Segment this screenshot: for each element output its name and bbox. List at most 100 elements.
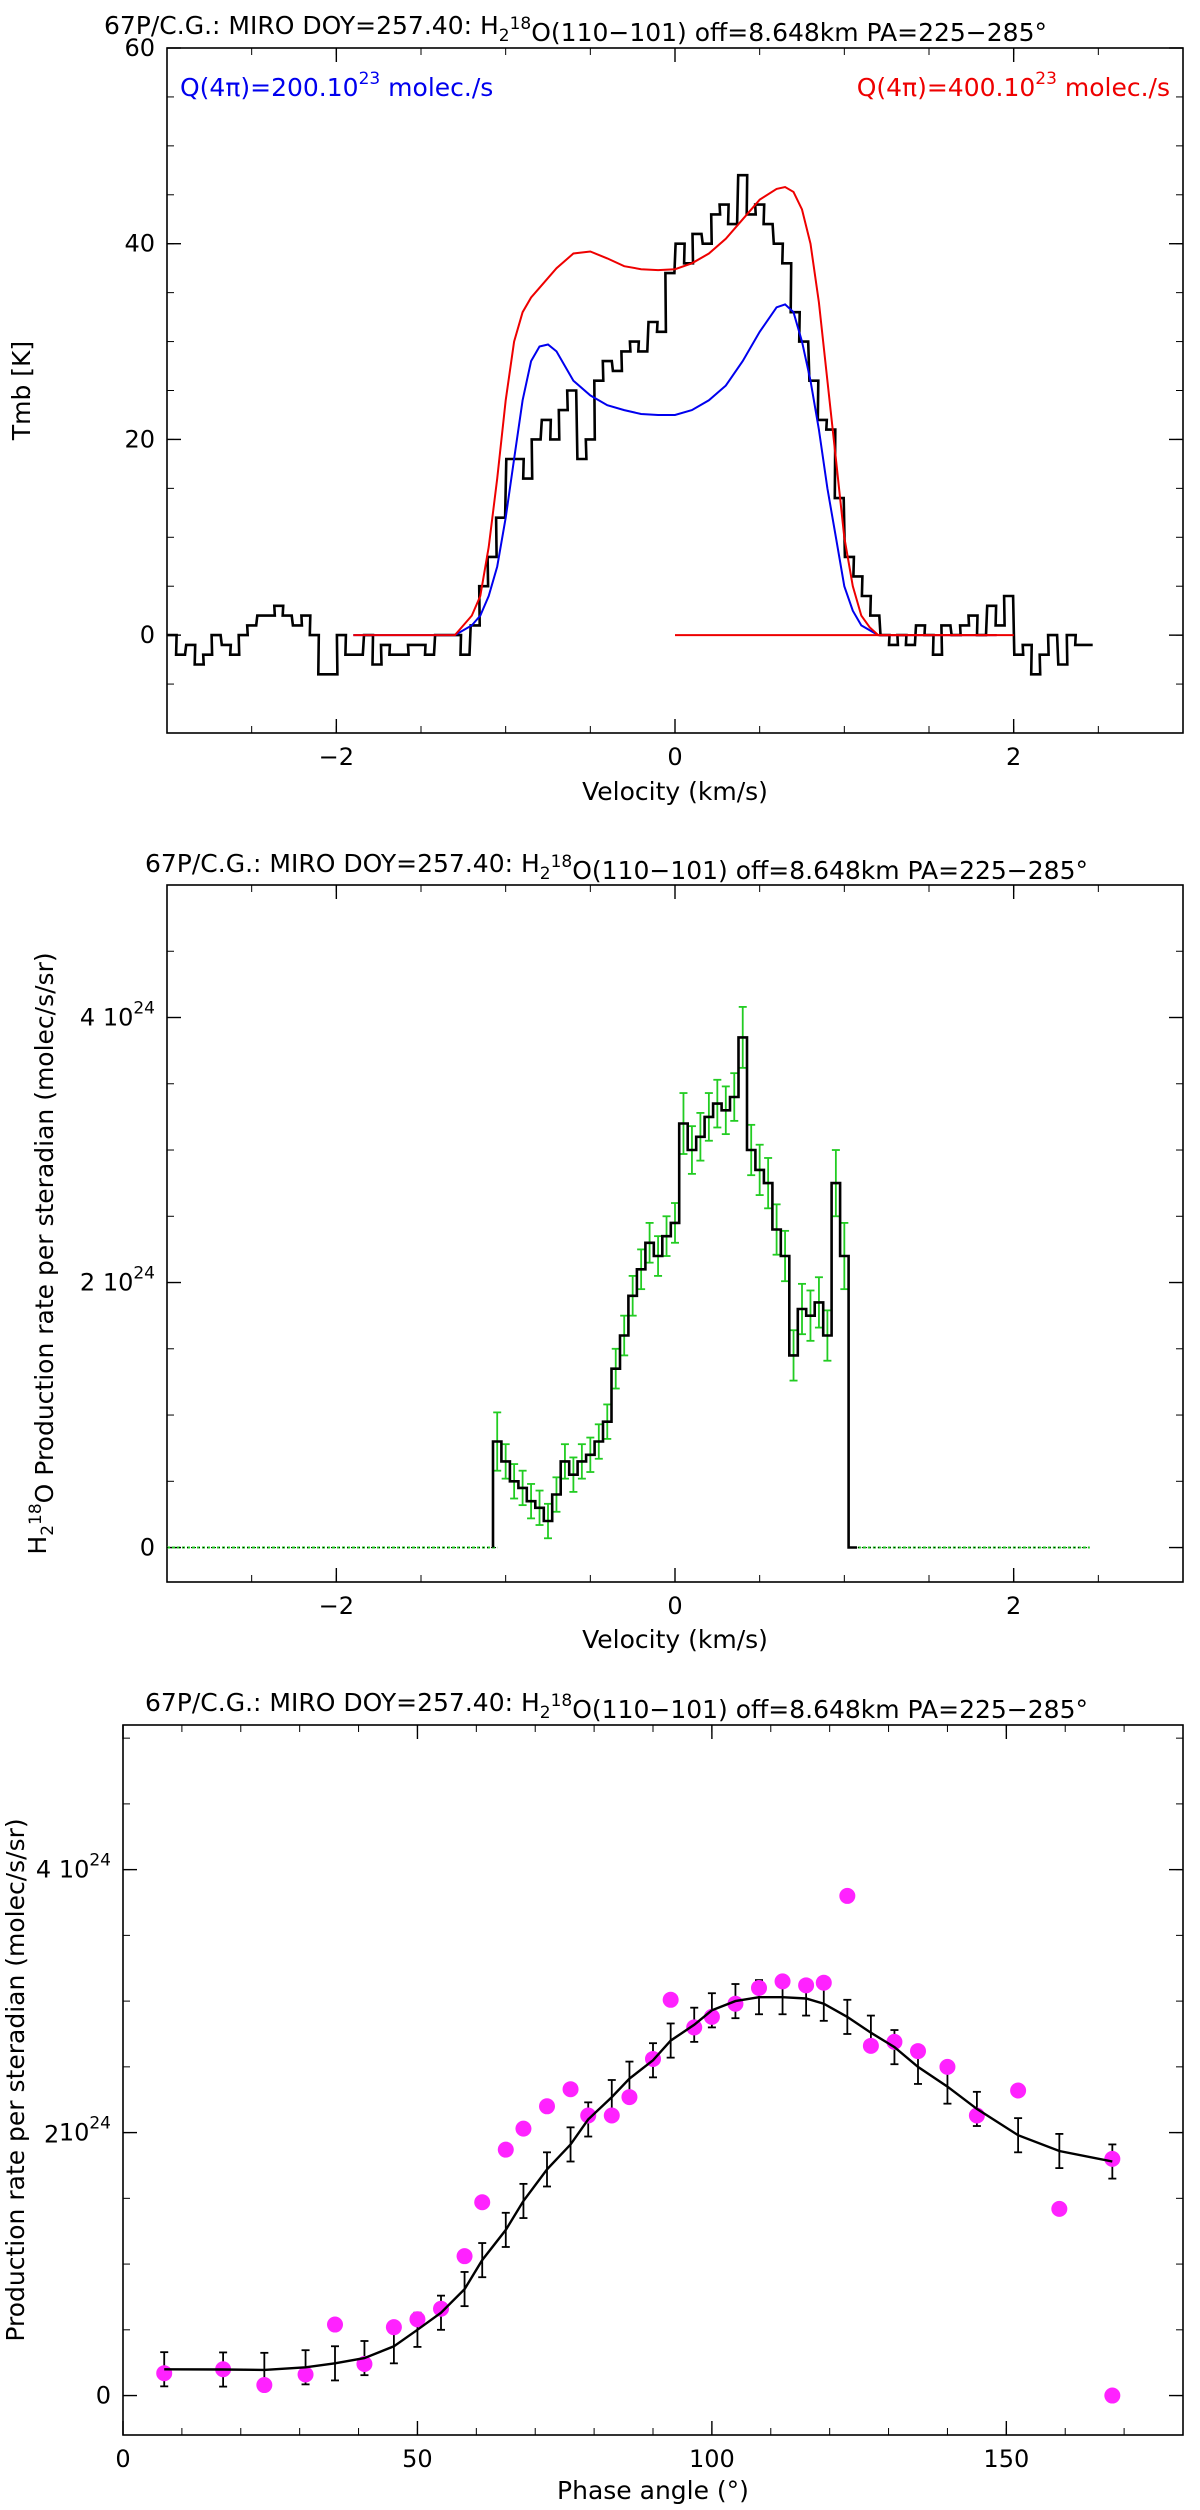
- data-point: [939, 2058, 956, 2075]
- chart-title-part: 2: [499, 26, 510, 46]
- chart3-x-tick-label: 150: [983, 2445, 1029, 2473]
- data-point: [1104, 2150, 1121, 2167]
- chart-title-part: 18: [551, 852, 573, 872]
- series-observed-spectrum: [167, 173, 1093, 676]
- chart2-x-tick-label: 2: [1006, 1592, 1021, 1620]
- y-tick-label: 60: [124, 34, 155, 62]
- x-axis-label: Velocity (km/s): [582, 777, 768, 806]
- data-point: [686, 2019, 703, 2036]
- x-axis-label: Velocity (km/s): [582, 1625, 768, 1654]
- y-tick-label: 4 1024: [36, 1851, 111, 1884]
- data-point: [774, 1973, 791, 1990]
- chart2-x-tick-label: −2: [319, 1592, 354, 1620]
- chart3-x-tick-label: 50: [402, 2445, 433, 2473]
- data-point: [1051, 2200, 1068, 2217]
- chart-title-part: 18: [551, 1691, 573, 1711]
- y-tick-label-exp: 24: [89, 2114, 111, 2134]
- data-point: [798, 1977, 815, 1994]
- chart1-x-tick-label: −2: [319, 743, 354, 771]
- plot-frame: [166, 47, 1184, 734]
- annotation-q400-part: 23: [1035, 69, 1057, 89]
- series-model-400: [353, 185, 997, 637]
- annotation-q400-part: molec./s: [1057, 73, 1170, 102]
- y-axis-label-part: 2: [38, 1525, 58, 1536]
- data-point: [156, 2365, 173, 2382]
- chart1-x-tick-label: 0: [667, 743, 682, 771]
- data-point: [327, 2316, 343, 2333]
- annotation-q200-part: molec./s: [380, 73, 493, 102]
- y-tick-label: 0: [140, 1534, 155, 1562]
- data-point: [839, 1887, 856, 1904]
- chart-title: 67P/C.G.: MIRO DOY=257.40: H218O(110−101…: [145, 849, 1088, 885]
- x-axis-label: Phase angle (°): [557, 2476, 749, 2505]
- chart-title: 67P/C.G.: MIRO DOY=257.40: H218O(110−101…: [145, 1688, 1088, 1724]
- data-point: [433, 2300, 449, 2317]
- data-point: [256, 2377, 273, 2394]
- y-axis-label-part: O Production rate per steradian (molec/s…: [30, 952, 59, 1503]
- y-tick-label-base: 0: [96, 2382, 111, 2410]
- y-tick-label-exp: 24: [133, 999, 155, 1019]
- y-tick-label: 1024: [59, 2114, 111, 2147]
- y-tick-label: 0: [96, 2382, 111, 2410]
- data-point: [862, 2037, 879, 2054]
- y-axis-label: Production rate per steradian (molec/s/s…: [1, 1818, 30, 2341]
- data-point: [815, 1974, 832, 1991]
- chart-production-rate-phase: 67P/C.G.: MIRO DOY=257.40: H218O(110−101…: [1, 1688, 1184, 2505]
- annotation-q200: Q(4π)=200.1023 molec./s: [180, 69, 493, 102]
- data-point: [385, 2319, 402, 2336]
- data-point: [456, 2248, 473, 2265]
- chart-title: 67P/C.G.: MIRO DOY=257.40: H218O(110−101…: [104, 11, 1047, 47]
- chart3-x-tick-label: 100: [689, 2445, 735, 2473]
- data-point: [1104, 2387, 1121, 2404]
- chart-title-part: 67P/C.G.: MIRO DOY=257.40: H: [104, 11, 499, 40]
- annotation-q200-part: Q(4π)=200.10: [180, 73, 359, 102]
- series-production-rate: [491, 1036, 857, 1549]
- data-point: [662, 1991, 679, 2008]
- annotation-q400: Q(4π)=400.1023 molec./s: [857, 69, 1170, 102]
- data-point: [297, 2366, 314, 2383]
- y-tick-label-base: 0: [140, 1534, 155, 1562]
- chart-title-part: O(110−101) off=8.648km PA=225−285°: [572, 1695, 1088, 1724]
- y-tick-label: 20: [124, 425, 155, 453]
- series-model-curve: [164, 1996, 1113, 2372]
- y-tick-label-base: 4 10: [36, 1856, 89, 1884]
- data-point: [751, 1979, 767, 1996]
- y-tick-label-exp: 24: [89, 1851, 111, 1871]
- chart-title-part: 67P/C.G.: MIRO DOY=257.40: H: [145, 849, 540, 878]
- y-tick-label: 0: [140, 621, 155, 649]
- data-point: [562, 2081, 579, 2098]
- chart-title-part: 67P/C.G.: MIRO DOY=257.40: H: [145, 1688, 540, 1717]
- data-point: [497, 2141, 514, 2158]
- chart-production-rate-velocity: 67P/C.G.: MIRO DOY=257.40: H218O(110−101…: [23, 849, 1184, 1654]
- chart-title-part: 18: [510, 14, 532, 34]
- chart1-x-tick-label: 2: [1006, 743, 1021, 771]
- data-point: [409, 2311, 426, 2328]
- chart-title-part: O(110−101) off=8.648km PA=225−285°: [531, 18, 1047, 47]
- data-point: [603, 2107, 620, 2124]
- annotation-q400-part: Q(4π)=400.10: [857, 73, 1036, 102]
- series-model-200: [353, 303, 997, 637]
- y-tick-label: 40: [124, 230, 155, 258]
- y-axis-label: Tmb [K]: [7, 341, 36, 441]
- data-point: [539, 2098, 555, 2115]
- data-point: [515, 2120, 532, 2137]
- y-axis-label: H218O Production rate per steradian (mol…: [23, 952, 59, 1554]
- data-point: [621, 2089, 638, 2106]
- chart2-x-tick-label: 0: [667, 1592, 682, 1620]
- data-point: [580, 2107, 597, 2124]
- y-tick-label-base: 4 10: [80, 1004, 133, 1032]
- data-point: [1010, 2082, 1027, 2099]
- chart-spectrum-tmb: 67P/C.G.: MIRO DOY=257.40: H218O(110−101…: [7, 11, 1184, 806]
- data-point: [910, 2043, 926, 2060]
- data-point: [474, 2194, 491, 2211]
- annotation-q200-part: 23: [359, 69, 381, 89]
- y-tick-label-exp: 24: [133, 1264, 155, 1284]
- y-tick-label-base: 10: [59, 2119, 90, 2147]
- chart-title-part: 2: [540, 864, 551, 884]
- chart3-x-tick-label: 0: [115, 2445, 130, 2473]
- chart-title-part: O(110−101) off=8.648km PA=225−285°: [572, 856, 1088, 885]
- y-tick-label: 2 1024: [80, 1264, 155, 1297]
- y-tick-label: 4 1024: [80, 999, 155, 1032]
- y-tick-label-base: 2 10: [80, 1269, 133, 1297]
